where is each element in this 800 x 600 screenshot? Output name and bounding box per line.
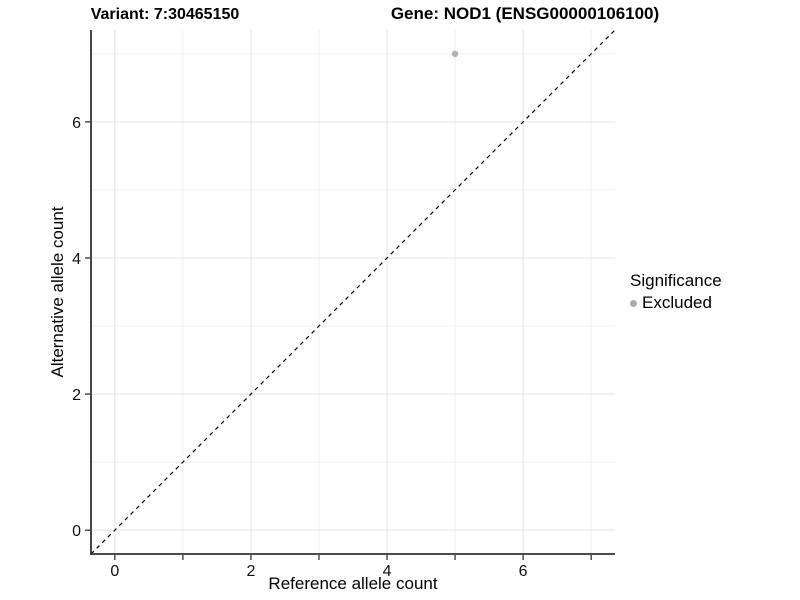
y-tick-label: 0: [72, 523, 81, 540]
y-tick-label: 2: [72, 387, 81, 404]
legend-title: Significance: [630, 271, 722, 290]
x-tick-label: 6: [519, 563, 528, 580]
plot-title-gene: Gene: NOD1 (ENSG00000106100): [390, 4, 660, 23]
x-tick-label: 0: [110, 563, 119, 580]
data-point: [451, 50, 459, 58]
y-tick-label: 6: [72, 115, 81, 132]
x-tick-label: 2: [246, 563, 255, 580]
y-axis-title: Alternative allele count: [48, 206, 67, 378]
x-tick-label: 4: [383, 563, 392, 580]
legend: Significance Excluded: [630, 271, 722, 313]
legend-item-label: Excluded: [642, 293, 712, 312]
identity-line: [90, 29, 616, 555]
plot-title-variant: Variant: 7:30465150: [90, 6, 240, 23]
excluded-point-icon: [630, 299, 637, 307]
legend-item-excluded: Excluded: [630, 293, 722, 313]
x-axis-title: Reference allele count: [268, 574, 438, 593]
y-tick-label: 4: [72, 251, 81, 268]
